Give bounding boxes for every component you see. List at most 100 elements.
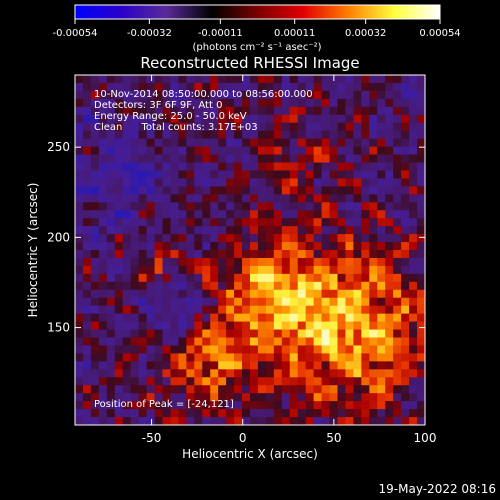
heatmap-cell (130, 130, 139, 139)
heatmap-cell (401, 337, 410, 346)
heatmap-cell (257, 98, 267, 108)
heatmap-cell (345, 265, 354, 275)
heatmap-cell (289, 313, 299, 322)
heatmap-cell (337, 401, 346, 410)
heatmap-cell (154, 353, 163, 362)
heatmap-cell (186, 186, 195, 195)
heatmap-cell (146, 377, 155, 386)
heatmap-cell (369, 82, 378, 92)
heatmap-cell (98, 122, 108, 131)
heatmap-cell (234, 273, 243, 283)
heatmap-cell (162, 401, 171, 410)
heatmap-cell (170, 250, 179, 259)
heatmap-cell (218, 257, 227, 267)
heatmap-cell (305, 210, 314, 219)
heatmap-cell (130, 265, 139, 275)
heatmap-cell (194, 321, 203, 330)
heatmap-cell (361, 385, 370, 394)
heatmap-cell (337, 154, 346, 163)
heatmap-cell (417, 321, 425, 330)
heatmap-cell (75, 361, 84, 370)
heatmap-cell (257, 122, 267, 131)
heatmap-cell (250, 90, 259, 100)
heatmap-cell (305, 377, 314, 386)
heatmap-cell (385, 234, 394, 243)
heatmap-cell (250, 186, 259, 195)
heatmap-cell (106, 242, 116, 251)
heatmap-cell (82, 393, 92, 402)
heatmap-cell (361, 361, 370, 370)
plot-frame (74, 74, 426, 426)
heatmap-cell (377, 170, 386, 179)
heatmap-cell (273, 202, 283, 211)
heatmap-cell (273, 353, 283, 362)
heatmap-cell (218, 218, 227, 227)
heatmap-cell (329, 377, 338, 386)
heatmap-cell (385, 226, 394, 235)
heatmap-cell (146, 170, 155, 179)
heatmap-cell (281, 202, 291, 211)
heatmap-cell (321, 377, 330, 386)
heatmap-cell (162, 202, 171, 211)
heatmap-cell (297, 114, 306, 124)
heatmap-cell (321, 385, 330, 394)
heatmap-cell (162, 114, 171, 124)
heatmap-cell (250, 106, 259, 116)
heatmap-cell (75, 162, 84, 171)
heatmap-cell (265, 321, 275, 330)
heatmap-cell (321, 409, 330, 418)
heatmap-cell (377, 210, 386, 219)
heatmap-cell (154, 114, 163, 124)
heatmap-cell (273, 409, 283, 418)
heatmap-cell (393, 361, 402, 370)
heatmap-cell (385, 130, 394, 139)
heatmap-cell (154, 313, 163, 322)
heatmap-cell (186, 162, 195, 171)
heatmap-cell (297, 313, 306, 322)
heatmap-cell (273, 138, 283, 147)
heatmap-cell (297, 234, 306, 243)
heatmap-cell (361, 321, 370, 330)
heatmap-cell (297, 417, 306, 425)
heatmap-cell (130, 257, 139, 267)
heatmap-cell (138, 90, 147, 100)
heatmap-cell (289, 409, 299, 418)
heatmap-cell (122, 114, 131, 124)
heatmap-cell (345, 98, 354, 108)
heatmap-cell (154, 90, 163, 100)
heatmap-cell (226, 345, 235, 354)
heatmap-cell (257, 409, 267, 418)
heatmap-cell (257, 297, 267, 306)
heatmap-cell (353, 329, 362, 338)
heatmap-cell (250, 297, 259, 306)
heatmap-cell (369, 273, 378, 283)
heatmap-cell (114, 130, 124, 139)
heatmap-cell (82, 361, 92, 370)
heatmap-cell (194, 281, 203, 291)
heatmap-cell (385, 242, 394, 251)
heatmap-cell (257, 75, 267, 84)
heatmap-cell (106, 345, 116, 354)
heatmap-cell (146, 138, 155, 147)
heatmap-cell (186, 401, 195, 410)
heatmap-cell (281, 409, 291, 418)
heatmap-cell (369, 178, 378, 187)
heatmap-cell (417, 377, 425, 386)
heatmap-cell (186, 154, 195, 163)
heatmap-cell (281, 226, 291, 235)
heatmap-cell (130, 289, 139, 299)
heatmap-cell (162, 273, 171, 283)
heatmap-cell (122, 98, 131, 108)
heatmap-cell (106, 218, 116, 227)
heatmap-cell (210, 75, 219, 84)
heatmap-cell (178, 401, 187, 410)
heatmap-cell (130, 305, 139, 314)
heatmap-cell (218, 202, 227, 211)
heatmap-cell (353, 210, 362, 219)
heatmap-cell (114, 186, 124, 195)
heatmap-cell (186, 289, 195, 299)
heatmap-cell (242, 210, 251, 219)
heatmap-cell (385, 162, 394, 171)
heatmap-cell (329, 138, 338, 147)
heatmap-cell (297, 265, 306, 275)
